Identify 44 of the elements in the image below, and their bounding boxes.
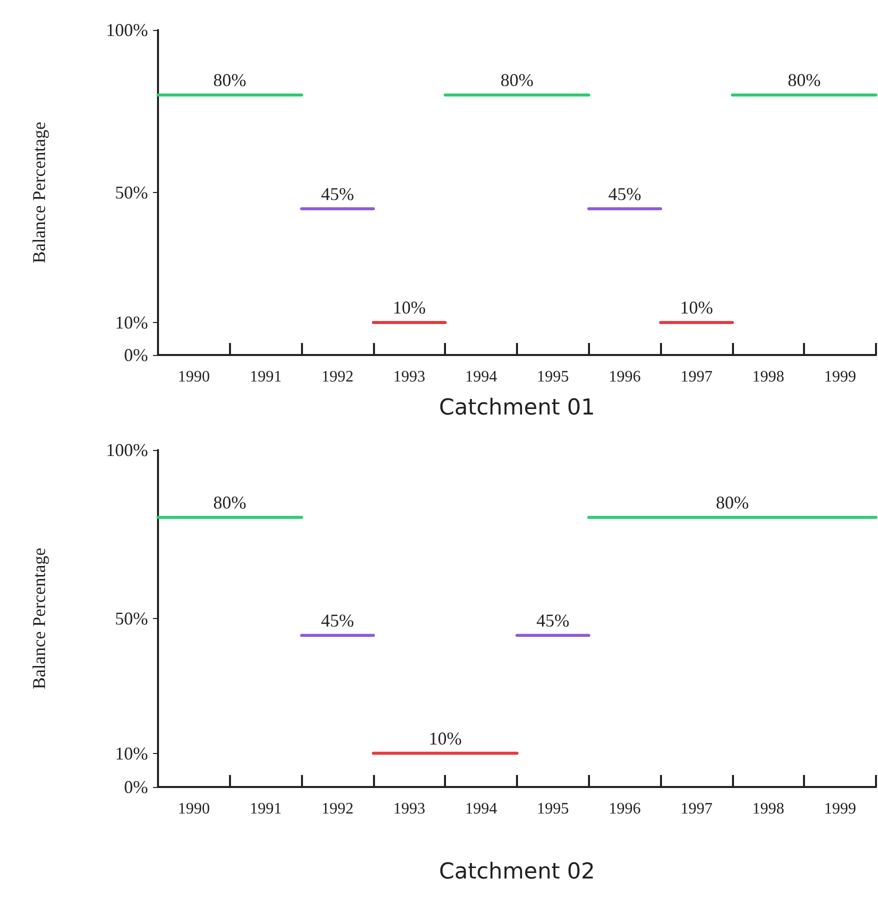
y-tick-label: 100% — [106, 440, 148, 460]
x-tick-label: 1999 — [824, 800, 856, 818]
data-label: 80% — [500, 70, 534, 90]
data-label: 10% — [428, 728, 462, 748]
y-tick-label: 10% — [115, 743, 148, 764]
x-tick-label: 1991 — [250, 800, 282, 818]
y-axis-title: Balance Percentage — [29, 548, 49, 690]
data-label: 45% — [321, 610, 354, 630]
x-tick-label: 1991 — [250, 368, 282, 386]
x-tick-label: 1990 — [178, 800, 210, 818]
data-label: 80% — [788, 70, 821, 90]
data-label: 45% — [536, 610, 570, 630]
x-tick-label: 1990 — [178, 368, 210, 386]
x-tick-label: 1994 — [465, 368, 498, 386]
y-tick-label: 0% — [124, 345, 148, 365]
data-label: 45% — [321, 184, 354, 204]
x-tick-label: 1992 — [322, 368, 354, 386]
x-tick-label: 1992 — [322, 800, 354, 818]
x-tick-label: 1995 — [536, 800, 569, 818]
x-tick-label: 1997 — [680, 368, 712, 386]
x-tick-label: 1998 — [752, 368, 784, 386]
data-label: 80% — [213, 70, 246, 90]
y-tick-label: 50% — [115, 182, 148, 202]
y-axis-title: Balance Percentage — [29, 122, 49, 264]
y-tick-label: 10% — [115, 312, 148, 332]
x-tick-label: 1998 — [752, 800, 784, 818]
data-label: 10% — [392, 298, 426, 318]
x-tick-label: 1993 — [393, 368, 426, 386]
y-tick-label: 100% — [106, 20, 148, 40]
x-tick-label: 1996 — [608, 800, 641, 818]
y-tick-label: 50% — [115, 608, 148, 628]
data-label: 80% — [716, 492, 749, 512]
data-label: 10% — [680, 298, 713, 318]
x-tick-label: 1997 — [680, 800, 712, 818]
x-axis-title: Catchment 02 — [438, 860, 596, 884]
data-label: 80% — [213, 492, 246, 512]
x-tick-label: 1993 — [393, 800, 426, 818]
y-tick-label: 0% — [124, 777, 148, 797]
data-label: 45% — [608, 184, 642, 204]
x-tick-label: 1996 — [608, 368, 641, 386]
x-axis-title: Catchment 01 — [438, 396, 596, 420]
x-tick-label: 1994 — [465, 800, 498, 818]
x-tick-label: 1995 — [536, 368, 569, 386]
x-tick-label: 1999 — [824, 368, 856, 386]
